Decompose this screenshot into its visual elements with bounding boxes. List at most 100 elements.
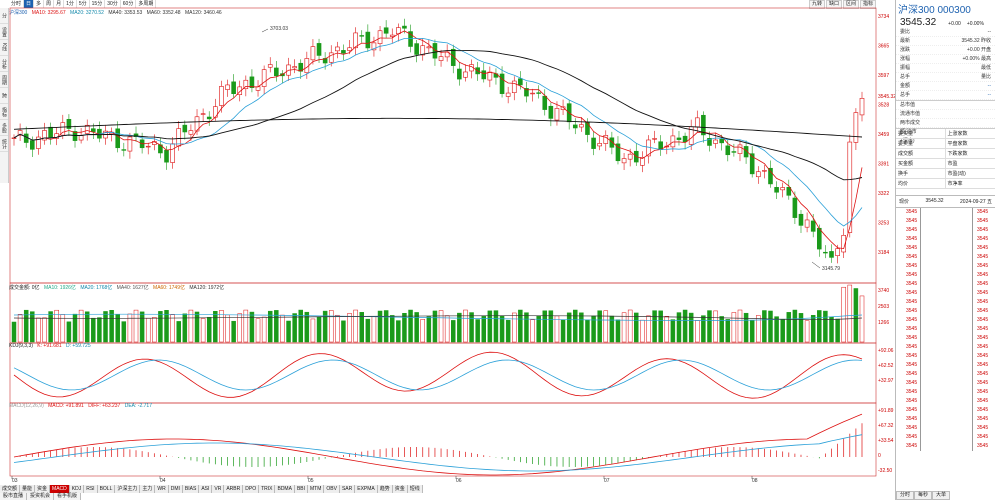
quote-tab-2[interactable]: 大单: [932, 491, 951, 500]
period-8[interactable]: 30分: [105, 0, 121, 8]
tab-18[interactable]: BBI: [294, 485, 308, 493]
tab-23[interactable]: 趋势: [377, 485, 393, 493]
tab-21[interactable]: SAR: [339, 485, 356, 493]
stat-row: 最新 3545.32 昨收: [896, 37, 995, 46]
left-tool-7[interactable]: 多股: [0, 120, 8, 136]
quote-tab-1[interactable]: 每秒: [914, 491, 933, 500]
tab-0[interactable]: 成交额: [0, 485, 21, 493]
tick-row: 3545 3545: [896, 424, 995, 433]
top-tool-2[interactable]: 区间: [843, 0, 860, 9]
tab-5[interactable]: RSI: [84, 485, 98, 493]
candle-body: [707, 138, 712, 146]
stat-value: 量比: [980, 74, 991, 80]
candle-body: [133, 133, 139, 137]
tab-14[interactable]: ARBR: [224, 485, 244, 493]
volume-bar: [756, 315, 761, 343]
bottom-link-2[interactable]: 看手机版: [54, 493, 82, 500]
bottom-link-0[interactable]: 股市直播: [0, 493, 28, 500]
tick-value: 3545: [977, 344, 989, 350]
period-0[interactable]: 分时: [9, 0, 25, 8]
tab-12[interactable]: ASI: [199, 485, 213, 493]
tab-9[interactable]: WR: [155, 485, 169, 493]
period-5[interactable]: 1分: [64, 0, 77, 8]
breadth-cell: 上涨家数: [945, 129, 995, 139]
tab-24[interactable]: 资金: [392, 485, 408, 493]
volume-bar: [280, 314, 285, 343]
tick-value: 3545: [977, 209, 989, 215]
candle-body: [274, 67, 279, 77]
bottom-link-1[interactable]: 投资机会: [27, 493, 55, 500]
volume-bar: [17, 314, 23, 343]
tick-bar: [920, 424, 973, 433]
tab-25[interactable]: 短线: [407, 485, 423, 493]
candle-body: [749, 153, 755, 175]
tick-bar: [920, 352, 973, 361]
period-10[interactable]: 多周期: [136, 0, 157, 8]
left-tool-0[interactable]: 分: [0, 8, 8, 24]
candle-body: [359, 35, 365, 37]
candle-body: [121, 149, 127, 151]
candle-body: [91, 128, 96, 132]
vol-tick: 3740: [878, 288, 889, 294]
volume-bar: [371, 316, 377, 343]
tab-13[interactable]: VR: [212, 485, 225, 493]
quote-tab-0[interactable]: 分时: [896, 491, 915, 500]
kline-chart[interactable]: 3734 3665 3597 3528 3459 3391 3322 3253 3184 3545…: [0, 0, 895, 485]
left-tool-1[interactable]: 设置: [0, 24, 8, 40]
tab-6[interactable]: BOLL: [97, 485, 116, 493]
left-tool-2[interactable]: K线: [0, 40, 8, 56]
tab-7[interactable]: 沪深主力: [115, 485, 141, 493]
tick-value: 3545: [977, 263, 989, 269]
tab-8[interactable]: 主力: [140, 485, 156, 493]
candle-body: [292, 66, 297, 69]
period-2[interactable]: 多: [34, 0, 45, 8]
tick-row: 3545 3545: [896, 226, 995, 235]
top-tool-1[interactable]: 缺口: [826, 0, 843, 9]
tab-19[interactable]: MTM: [308, 485, 325, 493]
tick-value: 3545: [977, 245, 989, 251]
tab-17[interactable]: BDMA: [275, 485, 295, 493]
candle-body: [249, 76, 255, 88]
tick-value: 3545: [977, 290, 989, 296]
period-6[interactable]: 5分: [77, 0, 90, 8]
candle-body: [755, 171, 761, 178]
tab-20[interactable]: OBV: [324, 485, 340, 493]
left-tool-5[interactable]: 跨: [0, 88, 8, 104]
tick-row: 3545 3545: [896, 415, 995, 424]
tab-22[interactable]: EXPMA: [355, 485, 378, 493]
tick-price: 3545: [906, 290, 918, 296]
top-tool-0[interactable]: 九转: [809, 0, 826, 9]
tab-16[interactable]: TRIX: [259, 485, 276, 493]
volume-bar: [463, 309, 468, 343]
tab-3[interactable]: MACD: [50, 485, 70, 493]
tick-row: 3545 3545: [896, 334, 995, 343]
volume-bar: [91, 317, 96, 343]
left-tool-6[interactable]: 指标: [0, 104, 8, 120]
tab-15[interactable]: DPO: [243, 485, 260, 493]
candle-body: [670, 135, 676, 148]
volume-bar: [152, 317, 157, 343]
period-7[interactable]: 15分: [90, 0, 106, 8]
volume-bar: [219, 310, 224, 343]
top-tool-3[interactable]: 指标: [860, 0, 877, 9]
tab-10[interactable]: DMI: [168, 485, 183, 493]
period-4[interactable]: 月: [54, 0, 65, 8]
period-1[interactable]: 日: [24, 0, 35, 8]
tick-bar: [920, 415, 973, 424]
left-tool-8[interactable]: 统计: [0, 136, 8, 152]
left-tool-4[interactable]: 周期: [0, 72, 8, 88]
volume-bar: [646, 315, 651, 343]
tab-1[interactable]: 量能: [20, 485, 36, 493]
volume-bar: [359, 312, 364, 343]
period-3[interactable]: 周: [44, 0, 55, 8]
period-9[interactable]: 60分: [121, 0, 137, 8]
volume-bar: [286, 320, 291, 343]
volume-bar: [817, 310, 822, 343]
date-label: 08: [752, 478, 758, 484]
tab-11[interactable]: BIAS: [182, 485, 200, 493]
volume-bar: [237, 313, 242, 343]
left-tool-3[interactable]: 分析: [0, 56, 8, 72]
tab-2[interactable]: 资金: [35, 485, 51, 493]
kdj-legend-title: KDJ(9,3,3): [9, 343, 33, 349]
tab-4[interactable]: KDJ: [69, 485, 85, 493]
